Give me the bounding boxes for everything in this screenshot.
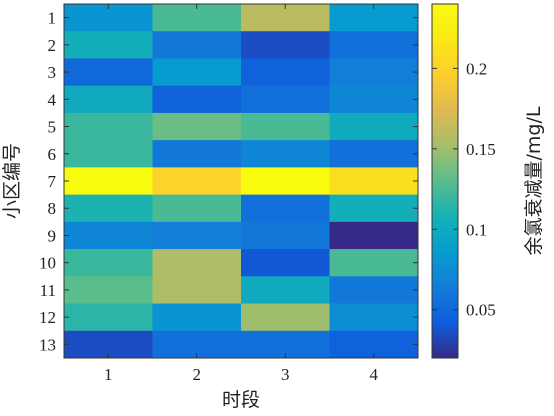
y-axis-label: 小区编号	[1, 143, 23, 219]
heatmap-cell	[241, 167, 330, 196]
heatmap-cell	[64, 276, 153, 305]
colorbar-label: 余氯衰减量/mg/L	[523, 106, 545, 255]
heatmap-cell	[64, 85, 153, 114]
y-tick-label: 2	[48, 36, 57, 55]
heatmap-cell	[152, 249, 242, 277]
y-tick-label: 9	[48, 226, 57, 245]
colorbar-tick-label: 0.15	[466, 140, 496, 159]
heatmap-cell	[152, 85, 242, 114]
heatmap-cell	[329, 112, 419, 141]
heatmap-cell	[64, 249, 153, 277]
heatmap-cell	[152, 31, 242, 59]
heatmap-cell	[329, 85, 419, 114]
heatmap-cell	[64, 221, 153, 250]
heatmap-cell	[152, 221, 242, 250]
y-tick-label: 6	[48, 145, 57, 164]
y-tick-label: 8	[48, 199, 57, 218]
colorbar-tick-label: 0.05	[466, 301, 496, 320]
heatmap-cell	[241, 112, 330, 141]
heatmap-cell	[152, 194, 242, 223]
heatmap-cell	[241, 194, 330, 223]
x-tick-label: 4	[370, 365, 379, 384]
colorbar-ticks: 0.05 0.1 0.15 0.2	[432, 59, 496, 320]
heatmap-cell	[329, 31, 419, 59]
heatmap-cell	[64, 58, 153, 87]
x-axis-ticks: 1 2 3 4	[104, 4, 379, 384]
x-tick-label: 3	[281, 365, 290, 384]
heatmap-cell	[241, 276, 330, 305]
colorbar-tick-label: 0.1	[466, 220, 487, 239]
y-tick-label: 5	[48, 118, 57, 137]
heatmap-cell	[329, 167, 419, 196]
y-tick-label: 11	[40, 281, 56, 300]
heatmap-cell	[152, 167, 242, 196]
y-tick-label: 13	[39, 335, 56, 354]
heatmap-cell	[329, 303, 419, 332]
heatmap-cell	[64, 303, 153, 332]
heatmap-cell	[64, 194, 153, 223]
heatmap-cell	[152, 303, 242, 332]
heatmap-cell	[329, 276, 419, 305]
heatmap-cell	[241, 221, 330, 250]
heatmap-cell	[64, 167, 153, 196]
heatmap-cell	[152, 58, 242, 87]
y-tick-label: 7	[48, 172, 57, 191]
heatmap-cell	[241, 249, 330, 277]
heatmap-cell	[152, 276, 242, 305]
heatmap-cell	[241, 31, 330, 59]
heatmap-cell	[241, 140, 330, 168]
colorbar-tick-label: 0.2	[466, 59, 487, 78]
heatmap-cell	[329, 194, 419, 223]
colorbar	[431, 3, 459, 359]
heatmap-cell	[329, 249, 419, 277]
x-tick-label: 2	[193, 365, 202, 384]
heatmap-cell	[152, 112, 242, 141]
heatmap-cell	[64, 31, 153, 59]
heatmap-cell	[329, 140, 419, 168]
heatmap-cell	[241, 58, 330, 87]
heatmap-cell	[64, 140, 153, 168]
heatmap-cells	[64, 4, 419, 359]
y-tick-label: 12	[39, 308, 56, 327]
y-tick-label: 4	[48, 90, 57, 109]
heatmap-cell	[329, 58, 419, 87]
y-tick-label: 10	[39, 254, 56, 273]
heatmap-cell	[241, 85, 330, 114]
heatmap-cell	[241, 303, 330, 332]
y-tick-label: 1	[48, 9, 57, 28]
x-tick-label: 1	[104, 365, 113, 384]
heatmap-cell	[329, 221, 419, 250]
x-axis-label: 时段	[222, 389, 260, 411]
heatmap-cell	[64, 112, 153, 141]
heatmap-cell	[152, 140, 242, 168]
y-tick-label: 3	[48, 63, 57, 82]
